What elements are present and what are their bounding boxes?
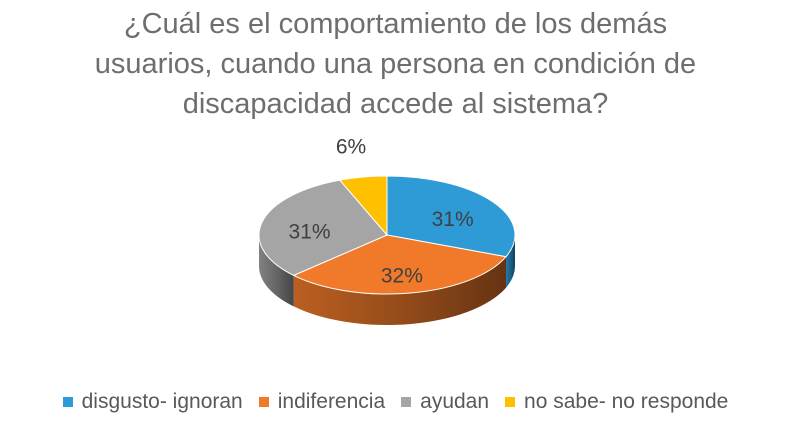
data-label-ayudan: 31% <box>289 221 331 244</box>
chart-title-line-3: discapacidad accede al sistema? <box>182 88 609 120</box>
pie-slice-disgusto-ignoran <box>386 175 516 258</box>
legend-label-disgusto-ignoran: disgusto- ignoran <box>81 390 243 413</box>
legend-item-ayudan: ayudan <box>401 390 489 414</box>
legend-label-indiferencia: indiferencia <box>277 390 386 413</box>
pie-sides <box>259 235 515 325</box>
legend-swatch-ayudan <box>401 397 412 407</box>
legend-swatch-disgusto-ignoran <box>62 397 73 407</box>
chart-title-line-2: usuarios, cuando una persona en condició… <box>94 48 697 80</box>
pie-side-disgusto-ignoran <box>506 235 515 288</box>
chart-title: ¿Cuál es el comportamiento de los demás … <box>0 4 791 124</box>
data-label-no-sabe-no-responde: 6% <box>336 136 366 159</box>
pie-slice-ayudan <box>258 179 388 276</box>
pie-tops <box>258 175 516 295</box>
pie-slice-indiferencia <box>293 234 507 295</box>
legend-item-disgusto-ignoran: disgusto- ignoran <box>62 390 243 414</box>
legend-label-ayudan: ayudan <box>420 390 490 413</box>
pie-labels: 31% 32% 31% 6% <box>289 136 474 288</box>
legend-swatch-indiferencia <box>258 397 269 407</box>
pie-side-indiferencia <box>293 256 507 325</box>
data-label-disgusto-ignoran: 31% <box>432 208 474 231</box>
legend-label-no-sabe-no-responde: no sabe- no responde <box>524 390 729 413</box>
pie-side-ayudan <box>259 235 294 307</box>
data-label-indiferencia: 32% <box>381 264 423 287</box>
pie-slice-no-sabe-no-responde <box>339 175 388 236</box>
chart-title-line-1: ¿Cuál es el comportamiento de los demás <box>123 8 668 40</box>
legend-swatch-no-sabe-no-responde <box>505 397 516 407</box>
legend-item-indiferencia: indiferencia <box>258 390 386 414</box>
legend-item-no-sabe-no-responde: no sabe- no responde <box>505 390 728 414</box>
legend: disgusto- ignoran indiferencia ayudan no sa… <box>0 390 791 414</box>
